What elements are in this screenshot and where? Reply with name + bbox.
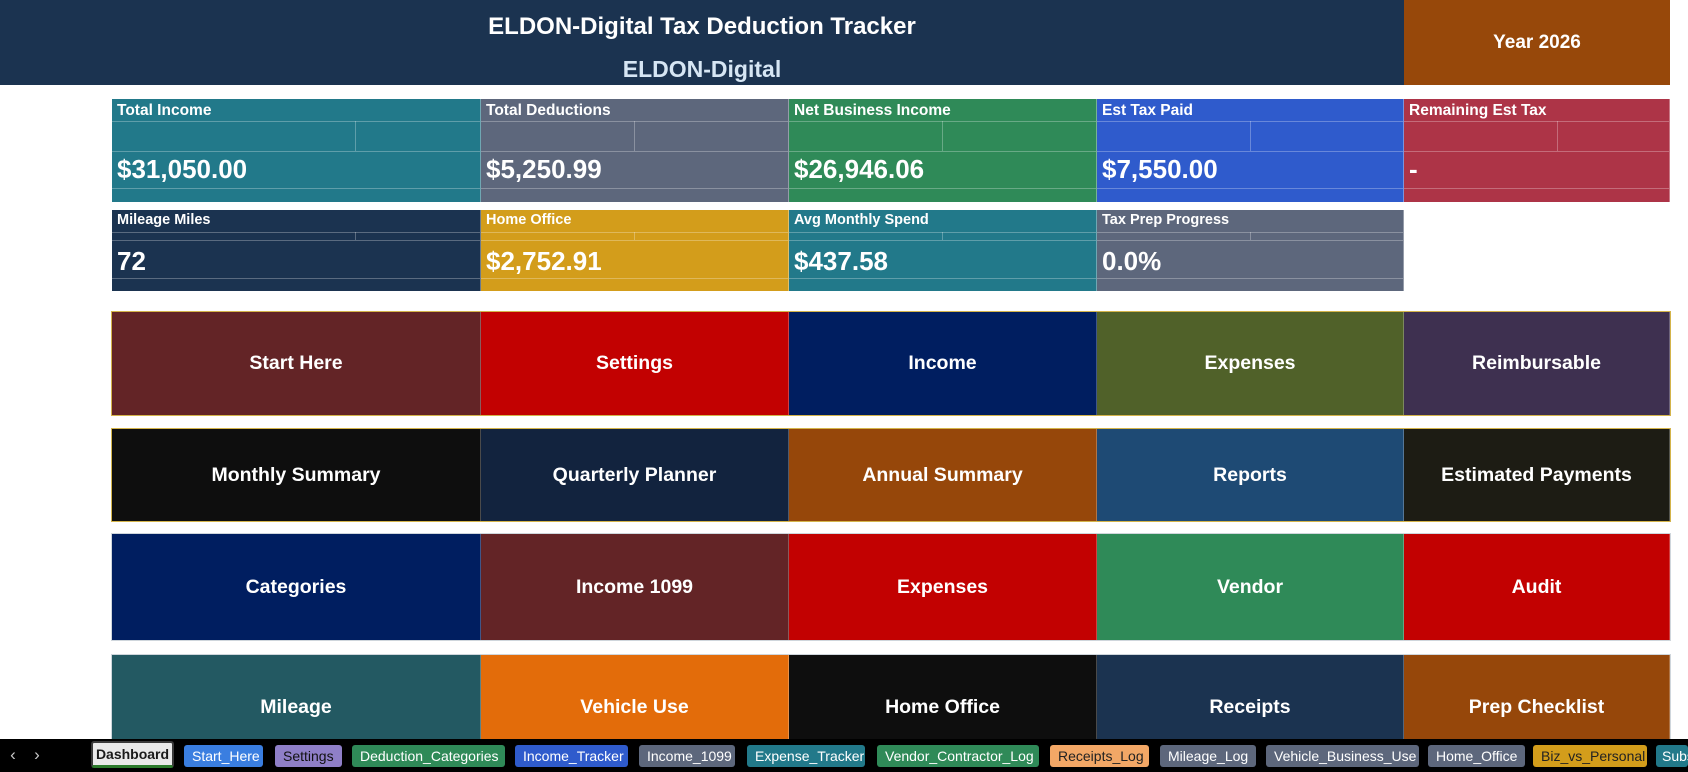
nav-vendor[interactable]: Vendor bbox=[1097, 534, 1404, 640]
nav-row-2 bbox=[111, 428, 1671, 522]
year-label: Year 2026 bbox=[1493, 31, 1581, 53]
nav-quarterly-planner[interactable]: Quarterly Planner bbox=[481, 429, 789, 521]
nav-vehicle-use[interactable]: Vehicle Use bbox=[481, 655, 789, 739]
kpi-value: - bbox=[1409, 154, 1418, 184]
tab-deduction-categories[interactable]: Deduction_Categories bbox=[352, 745, 505, 767]
kpi-label: Mileage Miles bbox=[117, 212, 211, 228]
nav-label: Income 1099 bbox=[575, 575, 694, 598]
nav-label: Mileage bbox=[260, 695, 332, 718]
nav-label: Audit bbox=[1511, 575, 1562, 598]
nav-label: Quarterly Planner bbox=[552, 463, 717, 486]
title-band bbox=[0, 0, 1404, 85]
nav-label: Reimbursable bbox=[1472, 352, 1601, 374]
kpi-value: $31,050.00 bbox=[117, 154, 248, 184]
nav-settings[interactable]: Settings bbox=[481, 312, 789, 415]
nav-audit[interactable]: Audit bbox=[1404, 534, 1670, 640]
tab-vehicle-business-use[interactable]: Vehicle_Business_Use bbox=[1266, 745, 1419, 767]
nav-label: Receipts bbox=[1209, 695, 1291, 718]
kpi-est-tax-paid: Est Tax Paid $7,550.00 bbox=[1097, 99, 1404, 202]
nav-receipts[interactable]: Receipts bbox=[1097, 655, 1404, 739]
page-title: ELDON-Digital Tax Deduction Tracker bbox=[488, 12, 916, 40]
tab-settings[interactable]: Settings bbox=[275, 745, 342, 767]
nav-label: Income bbox=[908, 352, 977, 374]
nav-expenses[interactable]: Expenses bbox=[1097, 312, 1404, 415]
tab-income-1099[interactable]: Income_1099 bbox=[639, 745, 735, 767]
nav-start-here[interactable]: Start Here bbox=[112, 312, 481, 415]
nav-label: Vendor bbox=[1216, 575, 1284, 598]
kpi-net-business-income: Net Business Income $26,946.06 bbox=[789, 99, 1097, 202]
kpi-label: Net Business Income bbox=[794, 102, 951, 119]
nav-label: Categories bbox=[245, 575, 347, 598]
nav-row-1 bbox=[111, 311, 1671, 416]
tab-biz-vs-personal[interactable]: Biz_vs_Personal bbox=[1533, 745, 1647, 767]
nav-categories[interactable]: Categories bbox=[112, 534, 481, 640]
year-badge: Year 2026 bbox=[1404, 0, 1670, 85]
tab-mileage-log[interactable]: Mileage_Log bbox=[1160, 745, 1256, 767]
page-subtitle: ELDON-Digital bbox=[622, 55, 782, 82]
nav-label: Start Here bbox=[249, 352, 343, 374]
kpi-home-office: Home Office $2,752.91 bbox=[481, 210, 789, 291]
nav-prep-checklist[interactable]: Prep Checklist bbox=[1404, 655, 1670, 739]
kpi-total-income: Total Income $31,050.00 bbox=[112, 99, 481, 202]
kpi-value: $7,550.00 bbox=[1102, 154, 1218, 184]
tab-start-here[interactable]: Start_Here bbox=[184, 745, 263, 767]
kpi-label: Tax Prep Progress bbox=[1102, 212, 1230, 228]
kpi-total-deductions: Total Deductions $5,250.99 bbox=[481, 99, 789, 202]
kpi-value: 72 bbox=[117, 246, 146, 276]
nav-label: Annual Summary bbox=[862, 463, 1023, 486]
nav-label: Monthly Summary bbox=[211, 463, 381, 486]
nav-annual-summary[interactable]: Annual Summary bbox=[789, 429, 1097, 521]
tab-home-office[interactable]: Home_Office bbox=[1428, 745, 1525, 767]
nav-label: Expenses bbox=[896, 575, 989, 598]
kpi-value: $26,946.06 bbox=[794, 154, 925, 184]
kpi-value: $437.58 bbox=[794, 246, 888, 276]
kpi-label: Home Office bbox=[486, 212, 572, 228]
kpi-remaining-est-tax: Remaining Est Tax - bbox=[1404, 99, 1670, 202]
nav-label: Reports bbox=[1213, 463, 1287, 486]
kpi-label: Est Tax Paid bbox=[1102, 102, 1194, 119]
tab-expense-tracker[interactable]: Expense_Tracker bbox=[747, 745, 865, 767]
nav-row-4 bbox=[111, 654, 1671, 739]
nav-reports[interactable]: Reports bbox=[1097, 429, 1404, 521]
kpi-mileage-miles: Mileage Miles 72 bbox=[112, 210, 481, 291]
kpi-tax-prep-progress: Tax Prep Progress 0.0% bbox=[1097, 210, 1404, 291]
tab-subs[interactable]: Subs bbox=[1656, 745, 1688, 767]
nav-estimated-payments[interactable]: Estimated Payments bbox=[1404, 429, 1670, 521]
kpi-label: Avg Monthly Spend bbox=[794, 212, 929, 228]
chevron-right-icon[interactable]: › bbox=[34, 745, 40, 764]
nav-expenses-log[interactable]: Expenses bbox=[789, 534, 1097, 640]
nav-income-1099[interactable]: Income 1099 bbox=[481, 534, 789, 640]
nav-mileage[interactable]: Mileage bbox=[112, 655, 481, 739]
kpi-label: Total Deductions bbox=[486, 102, 611, 119]
nav-income[interactable]: Income bbox=[789, 312, 1097, 415]
nav-reimbursable[interactable]: Reimbursable bbox=[1404, 312, 1670, 415]
nav-home-office[interactable]: Home Office bbox=[789, 655, 1097, 739]
nav-label: Home Office bbox=[885, 695, 1000, 718]
kpi-label: Total Income bbox=[117, 102, 212, 119]
kpi-label: Remaining Est Tax bbox=[1409, 102, 1547, 119]
kpi-avg-monthly-spend: Avg Monthly Spend $437.58 bbox=[789, 210, 1097, 291]
nav-row-3 bbox=[111, 533, 1671, 641]
kpi-value: $5,250.99 bbox=[486, 154, 602, 184]
nav-label: Prep Checklist bbox=[1468, 695, 1605, 718]
nav-label: Estimated Payments bbox=[1441, 463, 1632, 486]
nav-label: Settings bbox=[596, 352, 673, 374]
tab-receipts-log[interactable]: Receipts_Log bbox=[1050, 745, 1149, 767]
nav-label: Vehicle Use bbox=[580, 695, 689, 718]
tab-income-tracker[interactable]: Income_Tracker bbox=[515, 745, 628, 767]
nav-monthly-summary[interactable]: Monthly Summary bbox=[112, 429, 481, 521]
kpi-value: $2,752.91 bbox=[486, 246, 602, 276]
nav-label: Expenses bbox=[1204, 352, 1296, 374]
tab-dashboard[interactable]: Dashboard bbox=[91, 741, 174, 768]
kpi-value: 0.0% bbox=[1102, 246, 1162, 276]
chevron-left-icon[interactable]: ‹ bbox=[10, 745, 16, 764]
tab-vendor-contractor-log[interactable]: Vendor_Contractor_Log bbox=[877, 745, 1039, 767]
